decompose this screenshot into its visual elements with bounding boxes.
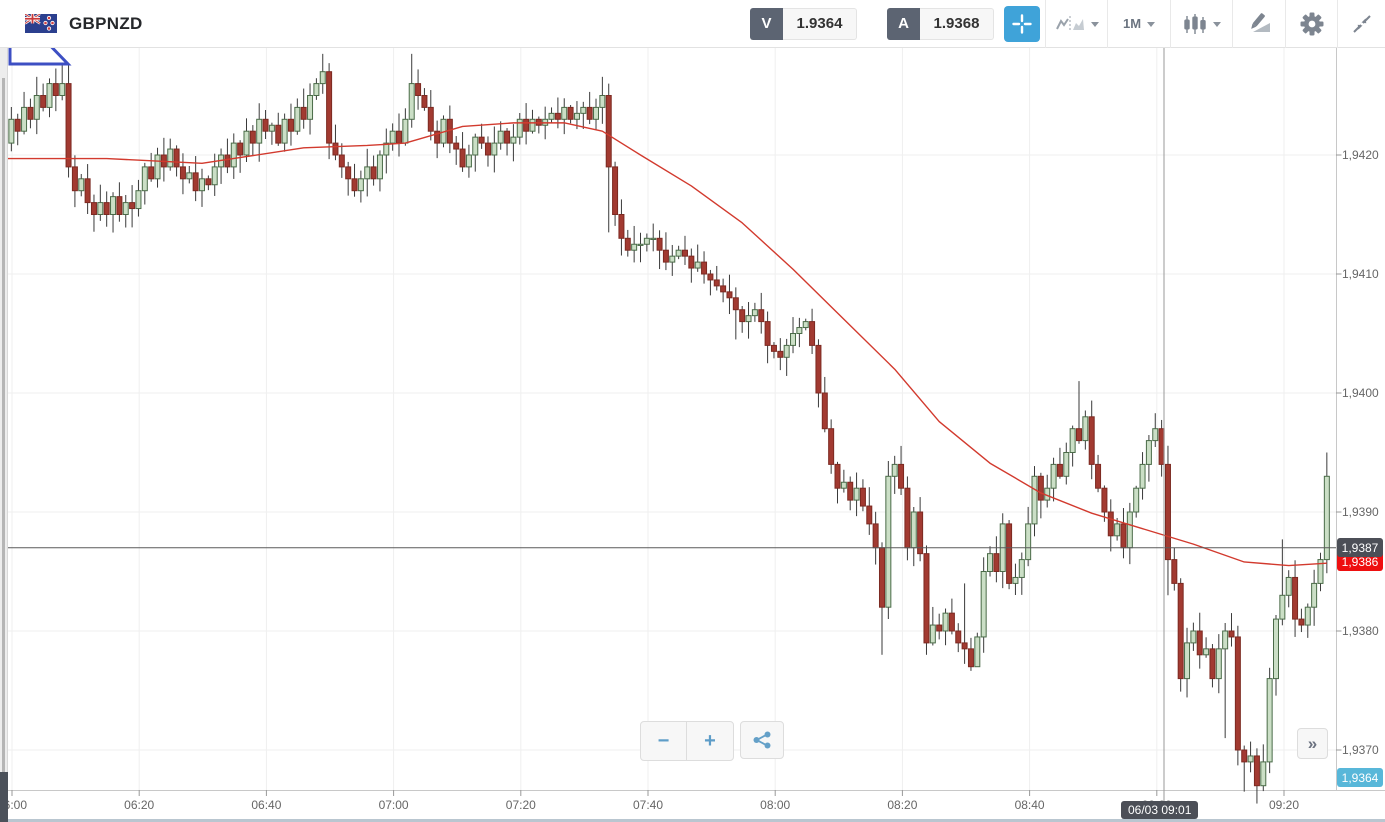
marker-draw-icon — [1251, 12, 1270, 32]
ask-price-value: 1.9368 — [920, 7, 994, 40]
crosshair-tool-button[interactable] — [1004, 5, 1040, 42]
chevron-down-icon — [1147, 21, 1156, 31]
time-axis-label: 07:40 — [632, 798, 664, 812]
area-chart-compare-icon — [1055, 15, 1084, 32]
time-axis-label: 08:00 — [760, 798, 791, 812]
crosshair-icon — [1012, 13, 1032, 34]
gear-icon — [1300, 12, 1323, 35]
time-axis-label: 08:40 — [1014, 798, 1045, 812]
collapse-icon — [1352, 14, 1371, 33]
time-axis-label: 07:20 — [505, 798, 536, 812]
sell-label: V — [750, 7, 783, 40]
chevron-down-icon — [1212, 21, 1221, 31]
grid-lines — [8, 48, 1336, 790]
candlestick-icon — [1183, 13, 1206, 34]
ma-value-badge: 1,9386 — [1337, 552, 1383, 572]
bid-price-badge: 1,9364 — [1337, 768, 1383, 787]
time-axis-label: 06:40 — [251, 798, 282, 812]
timeframe-label: 1M — [1122, 16, 1142, 31]
zoom-out-button[interactable]: − — [641, 722, 687, 760]
buy-button[interactable]: A 1.9368 — [887, 7, 994, 40]
timeframe-button[interactable]: 1M — [1107, 0, 1170, 48]
settings-button[interactable] — [1285, 0, 1337, 48]
time-axis-label: 08:20 — [887, 798, 918, 812]
price-axis-label: 1,9410 — [1342, 267, 1379, 281]
scrollbar-corner — [0, 772, 8, 822]
bottom-divider — [0, 819, 1385, 822]
indicators-button[interactable] — [1232, 0, 1285, 48]
gb-nz-flag-icon — [25, 14, 57, 33]
collapse-chart-button[interactable] — [1337, 0, 1385, 48]
scroll-to-latest-button[interactable]: » — [1297, 728, 1328, 759]
candlesticks — [2, 53, 1330, 804]
last-price-badge: 1,9387 — [1337, 538, 1383, 558]
crosshair-time-badge: 06/03 09:01 — [1121, 801, 1199, 819]
symbol-title: GBPNZD — [69, 13, 143, 33]
moving-average-line — [5, 122, 1327, 567]
price-axis-label: 1,9380 — [1342, 624, 1379, 638]
chevron-down-icon — [1090, 21, 1099, 31]
price-axis-label: 1,9390 — [1342, 505, 1379, 519]
time-axis-label: 06:20 — [124, 798, 155, 812]
left-scrollbar[interactable] — [0, 48, 8, 822]
symbol-selector[interactable]: GBPNZD — [0, 14, 750, 34]
time-axis-label: 09:20 — [1268, 798, 1300, 812]
share-icon — [753, 731, 771, 749]
price-axis-label: 1,9420 — [1342, 148, 1379, 162]
price-axis-label: 1,9400 — [1342, 386, 1379, 400]
buy-label: A — [887, 7, 920, 40]
chart-header: GBPNZD V 1.9364 A 1.9368 — [0, 0, 1385, 48]
zoom-controls: − + — [640, 721, 734, 761]
axis-frame — [0, 48, 1385, 796]
candle-style-button[interactable] — [1170, 0, 1232, 48]
share-button[interactable] — [740, 721, 784, 759]
price-axis-label: 1,9370 — [1342, 743, 1379, 757]
chart-type-button[interactable] — [1045, 0, 1107, 48]
scrollbar-thumb[interactable] — [2, 78, 5, 772]
time-axis-label: 07:00 — [378, 798, 409, 812]
zoom-in-button[interactable]: + — [687, 722, 733, 760]
sell-button[interactable]: V 1.9364 — [750, 7, 857, 40]
bid-price-value: 1.9364 — [783, 7, 857, 40]
